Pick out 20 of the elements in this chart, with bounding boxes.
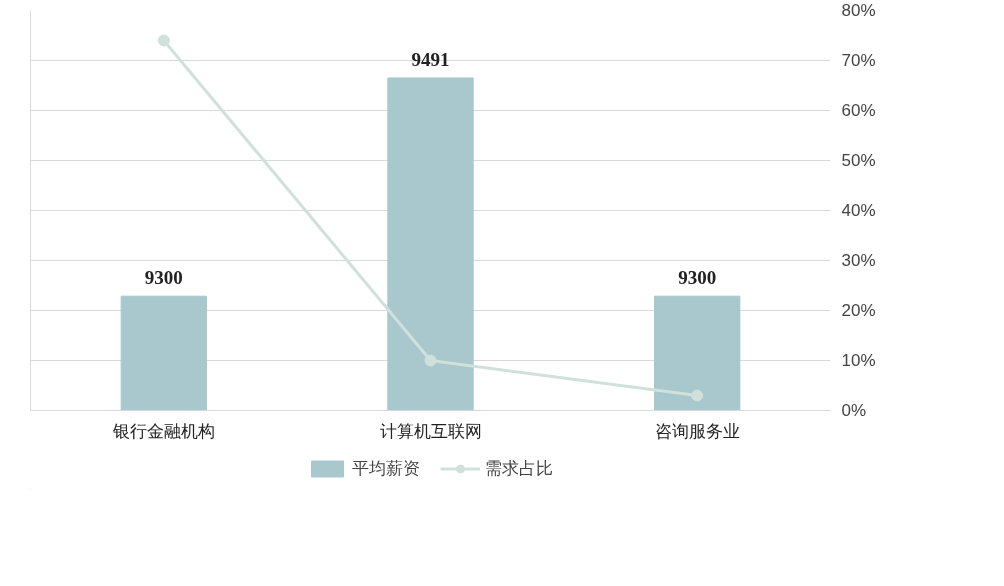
y2-tick-label: 60% [841,101,876,120]
data-label: 9300 [144,267,183,289]
y2-tick-label: 50% [841,151,876,170]
legend-label: 需求占比 [485,457,553,480]
y2-tick-label: 70% [841,51,876,70]
x-tick-label: 银行金融机构 [111,421,215,441]
y2-tick-label: 80% [841,1,876,20]
point [424,354,437,367]
y2-tick-label: 10% [841,351,876,370]
y2-tick-label: 30% [841,251,876,270]
y2-tick-label: 40% [841,201,876,220]
y2-tick-label: 20% [841,301,876,320]
legend-label: 平均薪资 [352,457,420,480]
x-tick-label: 咨询服务业 [654,421,740,441]
x-tick-label: 计算机互联网 [379,421,482,441]
y2-tick-label: 0% [841,401,867,420]
data-label: 9300 [678,267,717,289]
data-label: 9491 [411,48,450,70]
point [157,34,170,47]
point [691,389,704,402]
